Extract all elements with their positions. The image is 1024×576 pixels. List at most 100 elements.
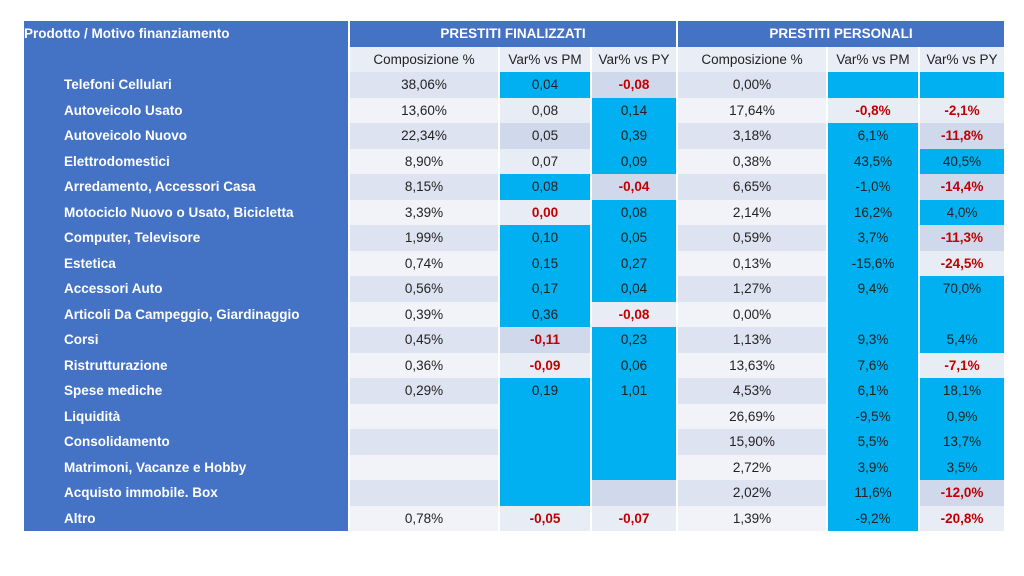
table-cell: 1,39%	[678, 505, 826, 531]
table-cell: 0,36%	[350, 352, 498, 378]
table-cell: -7,1%	[920, 352, 1004, 378]
table-cell: 4,0%	[920, 199, 1004, 225]
table-cell: -11,3%	[920, 225, 1004, 251]
table-row: Ristrutturazione 0,36% -0,09 0,06 13,63% 7,6%…	[24, 352, 1004, 378]
row-label: Motociclo Nuovo o Usato, Bicicletta	[24, 199, 348, 225]
table-cell: 9,3%	[828, 327, 918, 353]
row-label: Spese mediche	[24, 378, 348, 404]
table-cell	[828, 301, 918, 327]
table-cell: 15,90%	[678, 429, 826, 455]
table-cell: -0,07	[592, 505, 676, 531]
table-cell	[350, 480, 498, 506]
group-header-finalizzati: PRESTITI FINALIZZATI	[350, 21, 676, 47]
table-cell: 0,06	[592, 352, 676, 378]
table-row: Computer, Televisore 1,99% 0,10 0,05 0,59% 3,…	[24, 225, 1004, 251]
table-cell: 38,06%	[350, 72, 498, 98]
table-cell	[350, 454, 498, 480]
table-cell: -9,2%	[828, 505, 918, 531]
table-cell: 6,1%	[828, 378, 918, 404]
table-cell: 0,27	[592, 250, 676, 276]
table-cell: 8,15%	[350, 174, 498, 200]
table-row: Motociclo Nuovo o Usato, Bicicletta 3,39%…	[24, 199, 1004, 225]
table-cell: -24,5%	[920, 250, 1004, 276]
table-cell: 17,64%	[678, 97, 826, 123]
table-cell: 2,72%	[678, 454, 826, 480]
table-cell	[592, 454, 676, 480]
row-label: Autoveicolo Nuovo	[24, 123, 348, 149]
table-cell: 22,34%	[350, 123, 498, 149]
table-cell: 0,00%	[678, 301, 826, 327]
table-cell: 6,1%	[828, 123, 918, 149]
table-cell	[350, 429, 498, 455]
table-cell: -14,4%	[920, 174, 1004, 200]
subheader-composizione-2: Composizione %	[678, 46, 826, 72]
table-row: Telefoni Cellulari 38,06% 0,04 -0,08 0,00%	[24, 72, 1004, 98]
table-cell: 0,15	[500, 250, 590, 276]
table-cell	[350, 403, 498, 429]
table-cell	[592, 429, 676, 455]
table-cell: 3,7%	[828, 225, 918, 251]
table-cell: 0,45%	[350, 327, 498, 353]
row-label: Autoveicolo Usato	[24, 97, 348, 123]
row-label: Articoli Da Campeggio, Giardinaggio	[24, 301, 348, 327]
table-cell: -0,08	[592, 301, 676, 327]
table-cell: 6,65%	[678, 174, 826, 200]
table-row: Autoveicolo Usato 13,60% 0,08 0,14 17,64% -0,…	[24, 97, 1004, 123]
table-row: Matrimoni, Vacanze e Hobby 2,72% 3,9% 3,5%	[24, 454, 1004, 480]
table-cell: 40,5%	[920, 148, 1004, 174]
table-cell: 0,38%	[678, 148, 826, 174]
table-body: Telefoni Cellulari 38,06% 0,04 -0,08 0,00% Au…	[24, 72, 1004, 531]
financing-table: Prodotto / Motivo finanziamento PRESTITI…	[22, 21, 1006, 531]
header-row: Prodotto / Motivo finanziamento PRESTITI…	[24, 21, 1004, 47]
table-cell: 3,9%	[828, 454, 918, 480]
table-cell	[592, 403, 676, 429]
subheader-composizione-1: Composizione %	[350, 46, 498, 72]
table-cell: 0,04	[592, 276, 676, 302]
table-cell: 9,4%	[828, 276, 918, 302]
table-cell: 1,01	[592, 378, 676, 404]
table-cell: 3,5%	[920, 454, 1004, 480]
table-cell: 13,60%	[350, 97, 498, 123]
table-cell: 16,2%	[828, 199, 918, 225]
table-cell: -12,0%	[920, 480, 1004, 506]
table-cell	[920, 72, 1004, 98]
table-cell	[500, 403, 590, 429]
table-cell: -0,8%	[828, 97, 918, 123]
table-row: Elettrodomestici 8,90% 0,07 0,09 0,38% 43,5% 4…	[24, 148, 1004, 174]
table-cell	[500, 429, 590, 455]
table-cell: 5,5%	[828, 429, 918, 455]
table-cell: 2,14%	[678, 199, 826, 225]
table-cell	[500, 480, 590, 506]
table-cell: 0,08	[592, 199, 676, 225]
table-cell: 0,05	[592, 225, 676, 251]
subheader-blank-cell	[24, 46, 348, 72]
table-cell: 2,02%	[678, 480, 826, 506]
group-header-personali: PRESTITI PERSONALI	[678, 21, 1004, 47]
table-cell: 0,17	[500, 276, 590, 302]
table-cell: 0,56%	[350, 276, 498, 302]
row-label: Estetica	[24, 250, 348, 276]
table-cell: 0,59%	[678, 225, 826, 251]
table-cell: 0,05	[500, 123, 590, 149]
table-row: Altro 0,78% -0,05 -0,07 1,39% -9,2% -20,8%	[24, 505, 1004, 531]
table-cell: -0,08	[592, 72, 676, 98]
table-cell: 0,39	[592, 123, 676, 149]
table-cell: 0,08	[500, 97, 590, 123]
table-row: Consolidamento 15,90% 5,5% 13,7%	[24, 429, 1004, 455]
table-cell: -0,11	[500, 327, 590, 353]
table-cell: 18,1%	[920, 378, 1004, 404]
table-cell: 0,00%	[678, 72, 826, 98]
table-cell: 5,4%	[920, 327, 1004, 353]
table-cell: 0,36	[500, 301, 590, 327]
row-label: Arredamento, Accessori Casa	[24, 174, 348, 200]
subheader-row: Composizione % Var% vs PM Var% vs PY Com…	[24, 46, 1004, 72]
table-cell: 43,5%	[828, 148, 918, 174]
table-cell: 3,18%	[678, 123, 826, 149]
table-row: Articoli Da Campeggio, Giardinaggio 0,39%…	[24, 301, 1004, 327]
table-row: Acquisto immobile. Box 2,02% 11,6% -12,0%	[24, 480, 1004, 506]
subheader-var-py-2: Var% vs PY	[920, 46, 1004, 72]
table-cell: 0,08	[500, 174, 590, 200]
table-row: Estetica 0,74% 0,15 0,27 0,13% -15,6% -24,5%	[24, 250, 1004, 276]
table-cell: 7,6%	[828, 352, 918, 378]
table-cell: -0,09	[500, 352, 590, 378]
